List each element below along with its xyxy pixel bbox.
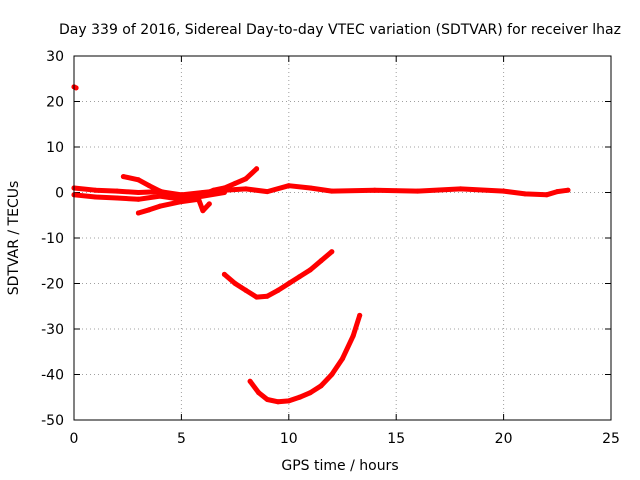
data-point — [243, 186, 249, 192]
data-point — [458, 186, 464, 192]
y-tick-label: -40 — [41, 368, 64, 384]
data-point — [93, 194, 98, 200]
data-point — [157, 188, 163, 194]
data-point — [200, 208, 206, 214]
data-point — [264, 293, 270, 299]
data-point — [372, 187, 378, 193]
x-tick-label: 5 — [177, 431, 186, 447]
data-point — [307, 390, 313, 396]
data-point — [286, 281, 292, 286]
data-point — [146, 207, 152, 213]
series-arc-descending — [135, 196, 212, 216]
data-point — [93, 187, 98, 193]
series-dip-20 — [221, 249, 335, 300]
y-tick-label: -50 — [41, 413, 64, 429]
data-point — [329, 188, 335, 194]
chart-title: Day 339 of 2016, Sidereal Day-to-day VTE… — [59, 22, 621, 38]
data-point — [297, 394, 302, 400]
y-axis-label: SDTVAR / TECUs — [6, 181, 22, 296]
data-point — [243, 176, 249, 182]
series-dip-45 — [247, 312, 363, 405]
data-point — [329, 249, 335, 255]
data-point — [135, 177, 141, 183]
data-point — [329, 372, 335, 377]
data-point — [522, 191, 528, 197]
x-axis-label: GPS time / hours — [281, 458, 398, 474]
y-tick-label: -20 — [41, 277, 64, 293]
data-point — [357, 312, 363, 318]
data-point — [135, 196, 141, 202]
data-point — [565, 187, 571, 193]
series-trace — [71, 190, 227, 202]
y-tick-label: 30 — [46, 49, 64, 65]
data-point — [307, 185, 313, 191]
data-point — [157, 193, 163, 199]
data-point — [297, 274, 302, 280]
data-point — [221, 190, 227, 195]
data-point — [200, 192, 206, 198]
data-point — [221, 271, 227, 277]
data-point — [196, 196, 202, 202]
y-tick-label: -10 — [41, 231, 64, 247]
data-point — [243, 287, 249, 293]
series-arc-rising-early — [120, 174, 184, 200]
data-point — [286, 398, 292, 404]
data-point — [554, 189, 560, 195]
plot-frame — [73, 55, 612, 421]
data-point — [206, 201, 212, 207]
data-point — [232, 281, 238, 286]
x-tick-label: 10 — [280, 431, 298, 447]
data-point — [211, 187, 217, 193]
data-point — [318, 383, 324, 389]
data-point — [286, 183, 292, 189]
data-point — [178, 199, 184, 205]
data-point — [318, 258, 324, 264]
data-point — [275, 287, 281, 293]
data-point — [264, 189, 270, 195]
data-point — [135, 210, 141, 216]
data-point — [544, 192, 550, 198]
data-point — [254, 166, 260, 172]
data-series — [71, 84, 571, 405]
data-point — [114, 195, 120, 201]
data-point — [254, 294, 260, 300]
data-point — [247, 378, 253, 384]
data-point — [307, 267, 313, 273]
data-point — [340, 356, 345, 362]
data-point — [275, 399, 281, 405]
x-tick-label: 0 — [70, 431, 79, 447]
series-arc-rising-late — [200, 166, 260, 198]
axis-ticks: 0 5 10 15 20 25 -50 -40 -30 -20 -10 0 10 20 30 — [41, 49, 620, 447]
data-point — [256, 390, 262, 396]
data-point — [146, 183, 152, 189]
y-tick-label: 20 — [46, 95, 64, 111]
data-point — [168, 192, 174, 198]
data-point — [501, 188, 507, 194]
data-point — [178, 194, 184, 200]
data-point — [350, 333, 356, 339]
x-tick-label: 25 — [602, 431, 620, 447]
data-point — [232, 180, 238, 186]
y-tick-label: -30 — [41, 322, 64, 338]
data-point — [415, 188, 421, 194]
x-tick-label: 20 — [495, 431, 513, 447]
data-point — [114, 188, 120, 194]
data-point — [73, 85, 79, 91]
grid — [74, 56, 611, 420]
data-point — [157, 203, 163, 209]
data-point — [221, 185, 227, 191]
series-outlier — [71, 84, 79, 91]
data-point — [120, 174, 126, 180]
data-point — [135, 190, 141, 195]
data-point — [264, 397, 270, 402]
y-tick-label: 10 — [46, 140, 64, 156]
y-tick-label: 0 — [55, 186, 64, 202]
x-tick-label: 15 — [387, 431, 405, 447]
